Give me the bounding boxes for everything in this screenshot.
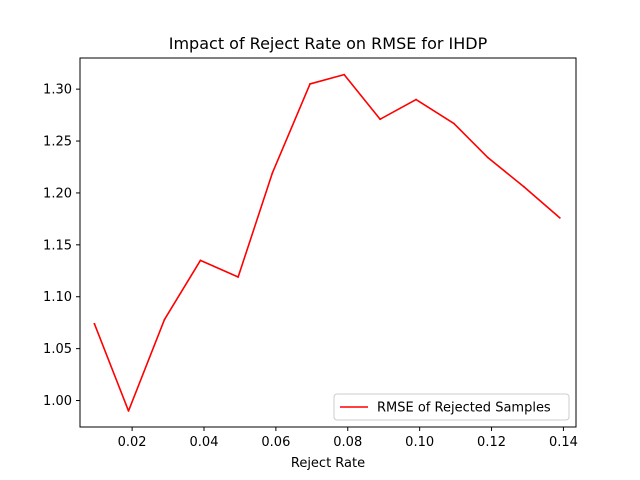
legend-label: RMSE of Rejected Samples [377, 401, 551, 416]
data-point [199, 259, 202, 262]
data-point [379, 118, 382, 121]
data-point [558, 216, 561, 219]
data-point [163, 318, 166, 321]
y-tick-label: 1.20 [43, 186, 72, 201]
legend: RMSE of Rejected Samples [333, 393, 570, 421]
x-tick-label: 0.14 [549, 435, 578, 450]
x-tick-label: 0.12 [477, 435, 506, 450]
chart-title: Impact of Reject Rate on RMSE for IHDP [169, 34, 488, 53]
y-axis: 1.00 1.05 1.10 1.15 1.20 1.25 1.30 [43, 83, 80, 409]
legend-box [333, 393, 570, 421]
series-line [93, 73, 561, 412]
data-point [237, 276, 240, 278]
x-tick-label: 0.04 [190, 435, 219, 450]
x-tick-label: 0.02 [118, 435, 147, 450]
x-axis: 0.02 0.04 0.06 0.08 0.10 0.12 0.14 [118, 427, 578, 450]
x-tick-label: 0.08 [333, 435, 362, 450]
y-tick-label: 1.10 [43, 290, 72, 305]
data-point [487, 156, 489, 159]
plot-area [79, 57, 577, 428]
y-tick-label: 1.30 [43, 83, 72, 98]
x-axis-label: Reject Rate [291, 456, 365, 471]
y-tick-label: 1.25 [43, 135, 72, 150]
data-point [415, 98, 417, 101]
series-layer [93, 73, 561, 412]
y-tick-label: 1.00 [43, 394, 72, 409]
y-tick-label: 1.05 [43, 342, 72, 357]
x-tick-label: 0.10 [405, 435, 434, 450]
data-point [127, 410, 130, 412]
data-point [93, 322, 96, 325]
data-point [452, 122, 455, 125]
data-point [271, 172, 274, 175]
data-point [522, 185, 525, 188]
data-point [343, 73, 346, 76]
y-tick-label: 1.15 [43, 238, 72, 253]
x-tick-label: 0.06 [261, 435, 290, 450]
data-point [309, 83, 311, 85]
